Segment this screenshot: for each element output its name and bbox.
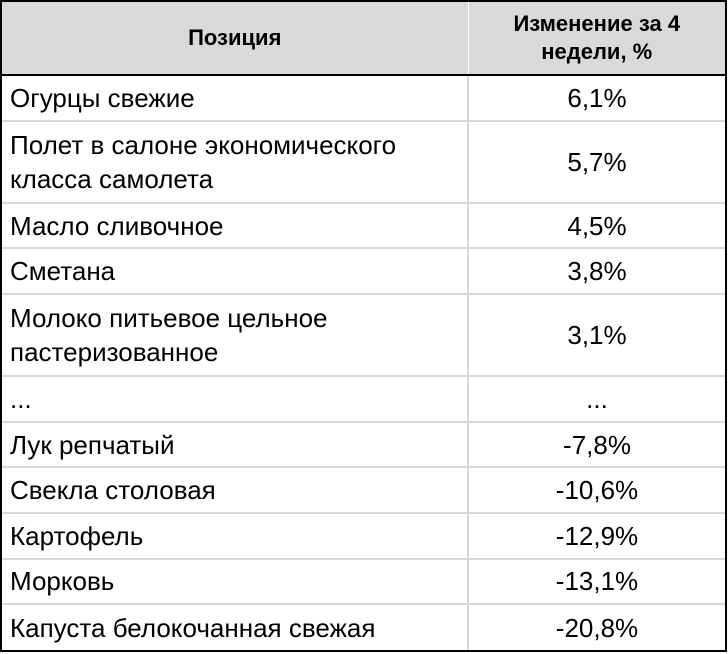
- header-change: Изменение за 4 недели, %: [468, 2, 725, 75]
- table-row: Сметана 3,8%: [2, 248, 725, 294]
- table-row: Огурцы свежие 6,1%: [2, 75, 725, 121]
- table-row: Лук репчатый -7,8%: [2, 422, 725, 468]
- cell-change: -7,8%: [468, 422, 725, 468]
- cell-position: Молоко питьевое цельное пастеризованное: [2, 294, 468, 376]
- table-row: Полет в салоне экономического класса сам…: [2, 121, 725, 203]
- cell-change: -12,9%: [468, 513, 725, 559]
- cell-position: Свекла столовая: [2, 467, 468, 513]
- table-row: Морковь -13,1%: [2, 559, 725, 605]
- table-row: Картофель -12,9%: [2, 513, 725, 559]
- cell-change: -13,1%: [468, 559, 725, 605]
- table-row: ... ...: [2, 376, 725, 422]
- cell-position: Огурцы свежие: [2, 75, 468, 121]
- cell-position: Масло сливочное: [2, 203, 468, 249]
- cell-position: ...: [2, 376, 468, 422]
- table-row: Капуста белокочанная свежая -20,8%: [2, 604, 725, 650]
- table-row: Масло сливочное 4,5%: [2, 203, 725, 249]
- cell-position: Полет в салоне экономического класса сам…: [2, 121, 468, 203]
- cell-change: 5,7%: [468, 121, 725, 203]
- cell-change: 3,1%: [468, 294, 725, 376]
- cell-position: Сметана: [2, 248, 468, 294]
- table-row: Свекла столовая -10,6%: [2, 467, 725, 513]
- table-header-row: Позиция Изменение за 4 недели, %: [2, 2, 725, 75]
- cell-change: -10,6%: [468, 467, 725, 513]
- cell-change: -20,8%: [468, 604, 725, 650]
- cell-position: Лук репчатый: [2, 422, 468, 468]
- cell-change: 4,5%: [468, 203, 725, 249]
- cell-position: Капуста белокочанная свежая: [2, 604, 468, 650]
- table-row: Молоко питьевое цельное пастеризованное …: [2, 294, 725, 376]
- cell-change: 6,1%: [468, 75, 725, 121]
- cell-position: Картофель: [2, 513, 468, 559]
- cell-change: ...: [468, 376, 725, 422]
- cell-change: 3,8%: [468, 248, 725, 294]
- header-position: Позиция: [2, 2, 468, 75]
- cell-position: Морковь: [2, 559, 468, 605]
